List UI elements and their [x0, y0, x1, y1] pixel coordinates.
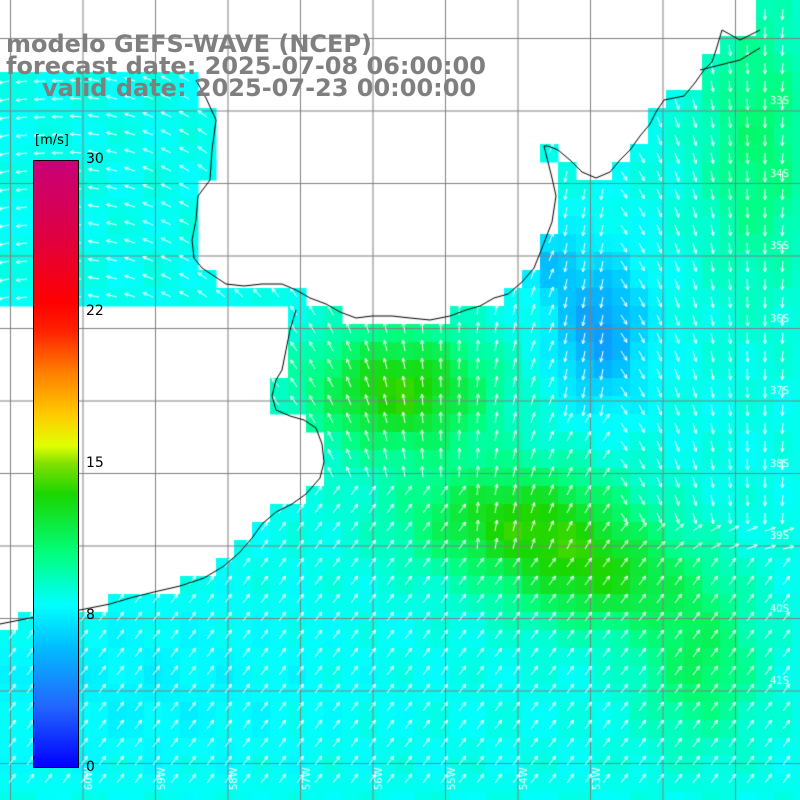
title-model: modelo GEFS-WAVE (NCEP) — [6, 30, 372, 58]
colorbar-tick-15: 15 — [86, 455, 104, 471]
colorbar-tick-30: 30 — [86, 151, 104, 167]
colorbar-tick-22: 22 — [86, 303, 104, 319]
title-valid-date: valid date: 2025-07-23 00:00:00 — [42, 74, 477, 102]
colorbar-tick-8: 8 — [86, 607, 95, 623]
colorbar-tick-0: 0 — [86, 759, 95, 775]
title-forecast-date: forecast date: 2025-07-08 06:00:00 — [6, 52, 486, 80]
colorbar-units-label: [m/s] — [35, 133, 69, 148]
colorbar — [33, 160, 79, 768]
